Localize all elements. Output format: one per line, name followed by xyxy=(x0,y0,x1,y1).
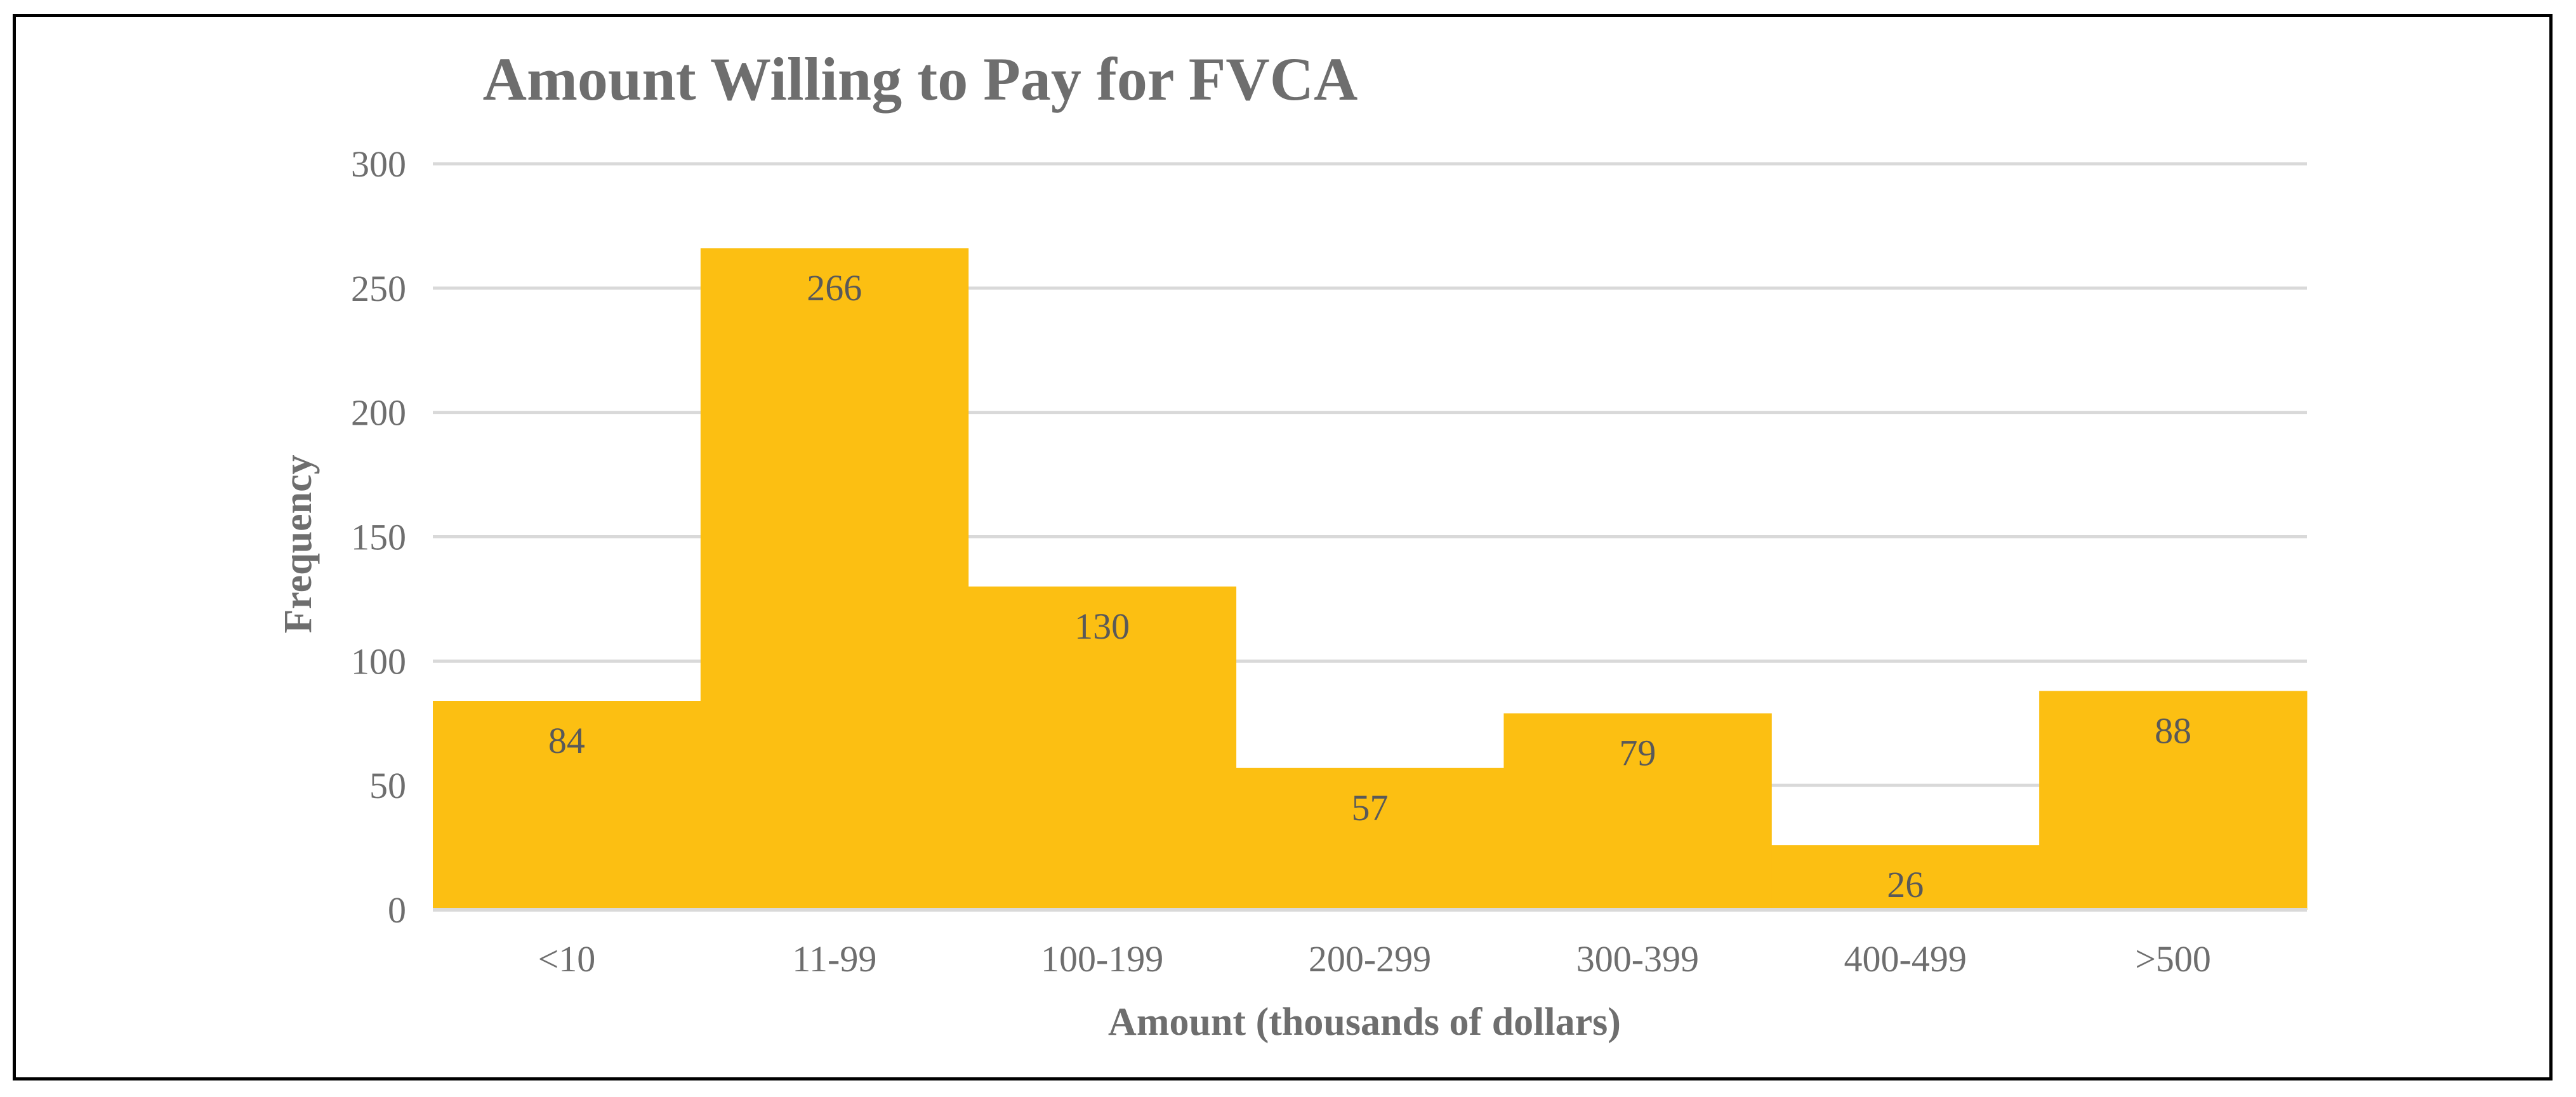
x-axis-title: Amount (thousands of dollars) xyxy=(1108,1001,1621,1044)
data-label: 88 xyxy=(2155,710,2191,751)
y-tick-label: 250 xyxy=(351,268,406,309)
data-label: 266 xyxy=(807,267,862,309)
x-tick-label: >500 xyxy=(2135,938,2211,980)
y-axis-title: Frequency xyxy=(277,455,320,633)
y-axis-ticks: 0 50 100 150 200 250 300 xyxy=(351,143,406,931)
y-tick-label: 200 xyxy=(351,392,406,434)
y-tick-label: 300 xyxy=(351,143,406,185)
x-tick-label: 100-199 xyxy=(1041,938,1163,980)
y-tick-label: 50 xyxy=(369,765,406,806)
bar xyxy=(700,248,969,910)
bar xyxy=(2039,691,2308,910)
x-tick-label: 400-499 xyxy=(1844,938,1967,980)
bar xyxy=(968,586,1237,910)
bar xyxy=(433,701,701,910)
data-label: 84 xyxy=(548,720,585,761)
x-tick-label: <10 xyxy=(538,938,596,980)
x-tick-label: 200-299 xyxy=(1309,938,1431,980)
bars xyxy=(433,248,2308,910)
data-labels: 84 266 130 57 79 26 88 xyxy=(548,267,2191,905)
chart-title: Amount Willing to Pay for FVCA xyxy=(483,45,1358,113)
y-tick-label: 100 xyxy=(351,641,406,682)
x-tick-label: 11-99 xyxy=(792,938,876,980)
data-label: 57 xyxy=(1352,787,1389,828)
y-tick-label: 0 xyxy=(388,889,406,931)
x-tick-label: 300-399 xyxy=(1576,938,1699,980)
x-axis-ticks: <10 11-99 100-199 200-299 300-399 400-499 >500 xyxy=(538,938,2211,980)
bar xyxy=(1236,768,1504,910)
bar xyxy=(1503,713,1772,910)
bar xyxy=(1771,845,2040,910)
data-label: 130 xyxy=(1074,606,1130,647)
y-tick-label: 150 xyxy=(351,517,406,558)
data-label: 79 xyxy=(1619,733,1656,774)
data-label: 26 xyxy=(1887,864,1924,905)
